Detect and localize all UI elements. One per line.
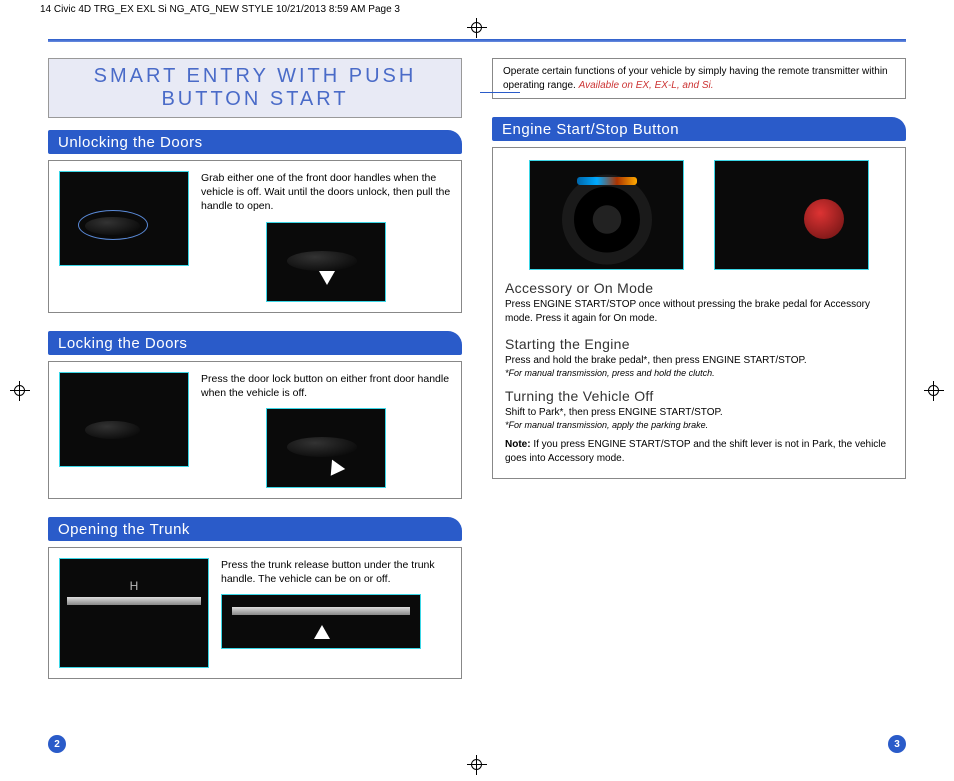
- trunk-desc: Press the trunk release button under the…: [221, 558, 451, 586]
- turnoff-heading: Turning the Vehicle Off: [505, 388, 893, 404]
- accessory-body: Press ENGINE START/STOP once without pre…: [505, 298, 893, 326]
- section-header-unlocking: Unlocking the Doors: [48, 130, 462, 154]
- starting-heading: Starting the Engine: [505, 336, 893, 352]
- intro-box: Operate certain functions of your vehicl…: [492, 58, 906, 99]
- top-divider: [48, 39, 906, 42]
- locking-photo-2: [266, 408, 386, 488]
- starting-body: Press and hold the brake pedal*, then pr…: [505, 354, 893, 368]
- locking-photo-1: [59, 372, 189, 467]
- steering-wheel-photo: [529, 160, 684, 270]
- engine-footnote: Note: If you press ENGINE START/STOP and…: [505, 438, 893, 466]
- left-column: SMART ENTRY WITH PUSH BUTTON START Unloc…: [48, 50, 462, 697]
- unlocking-photo-2: [266, 222, 386, 302]
- unlocking-right: Grab either one of the front door handle…: [201, 171, 451, 302]
- title-banner: SMART ENTRY WITH PUSH BUTTON START: [48, 58, 462, 118]
- registration-mark-right: [924, 381, 944, 401]
- page-number-right: 3: [888, 735, 906, 753]
- right-column: Operate certain functions of your vehicl…: [492, 50, 906, 697]
- locking-desc: Press the door lock button on either fro…: [201, 372, 451, 400]
- registration-mark-left: [10, 381, 30, 401]
- trunk-right: Press the trunk release button under the…: [221, 558, 451, 649]
- trunk-photo-2: [221, 594, 421, 649]
- section-body-trunk: H Press the trunk release button under t…: [48, 547, 462, 679]
- section-header-engine: Engine Start/Stop Button: [492, 117, 906, 141]
- locking-right: Press the door lock button on either fro…: [201, 372, 451, 488]
- page-number-left: 2: [48, 735, 66, 753]
- title-connector: [480, 92, 520, 93]
- intro-availability: Available on EX, EX-L, and Si.: [579, 80, 714, 91]
- unlocking-photo-1: [59, 171, 189, 266]
- section-header-locking: Locking the Doors: [48, 331, 462, 355]
- start-button-photo: [714, 160, 869, 270]
- turnoff-note: *For manual transmission, apply the park…: [505, 420, 893, 430]
- section-header-trunk: Opening the Trunk: [48, 517, 462, 541]
- main-content: SMART ENTRY WITH PUSH BUTTON START Unloc…: [0, 50, 954, 697]
- print-header: 14 Civic 4D TRG_EX EXL Si NG_ATG_NEW STY…: [0, 0, 954, 19]
- accessory-heading: Accessory or On Mode: [505, 280, 893, 296]
- section-body-unlocking: Grab either one of the front door handle…: [48, 160, 462, 313]
- trunk-photo-1: H: [59, 558, 209, 668]
- main-title: SMART ENTRY WITH PUSH BUTTON START: [94, 65, 417, 110]
- unlocking-desc: Grab either one of the front door handle…: [201, 171, 451, 214]
- registration-mark-bottom: [467, 755, 487, 775]
- note-text: If you press ENGINE START/STOP and the s…: [505, 439, 886, 464]
- section-body-engine: Accessory or On Mode Press ENGINE START/…: [492, 147, 906, 479]
- starting-note: *For manual transmission, press and hold…: [505, 368, 893, 378]
- turnoff-body: Shift to Park*, then press ENGINE START/…: [505, 406, 893, 420]
- note-label: Note:: [505, 439, 531, 450]
- engine-photos: [505, 160, 893, 270]
- section-body-locking: Press the door lock button on either fro…: [48, 361, 462, 499]
- registration-mark-top: [467, 18, 487, 38]
